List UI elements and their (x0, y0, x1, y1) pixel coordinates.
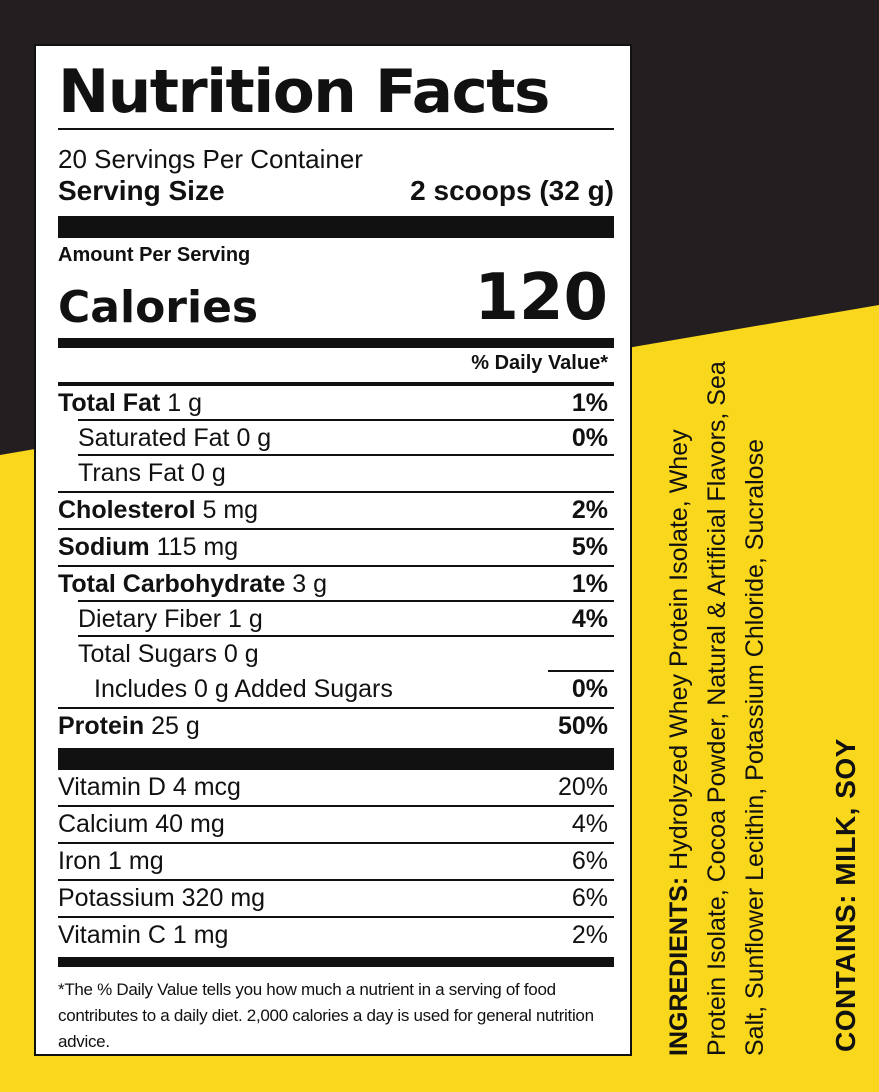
nutrient-dv: 0% (571, 424, 608, 452)
nutrient-dv: 2% (571, 496, 608, 524)
calories-value: 120 (474, 261, 608, 335)
vitamin-name: Vitamin C 1 mg (58, 921, 229, 949)
amount-per-serving: Amount Per Serving (58, 244, 251, 266)
nutrient-amount: 1 g (228, 605, 263, 633)
calories-label: Calories (58, 282, 259, 333)
vitamin-dv: 20% (557, 773, 608, 801)
nutrient-amount: 0 g (223, 640, 259, 668)
vitamin-name: Iron 1 mg (58, 847, 164, 875)
nutrient-dv: 4% (571, 605, 608, 633)
vitamins-divider (58, 748, 614, 770)
calories-divider (58, 338, 614, 348)
serving-size-value: 2 scoops (32 g) (410, 175, 614, 206)
serving-size-label: Serving Size (58, 175, 225, 206)
nutrient-amount: 0 g (191, 459, 226, 487)
nutrient-dv: 1% (571, 389, 608, 417)
nutrient-amount: 25 g (151, 712, 200, 740)
nutrient-name: Total Sugars (78, 640, 217, 668)
vitamin-row: Vitamin C 1 mg 2% (58, 916, 614, 953)
nutrient-amount: 1 g (167, 389, 203, 417)
ingredients-statement: INGREDIENTS: Hydrolyzed Whey Protein Iso… (660, 356, 774, 1056)
vitamin-dv: 2% (571, 921, 608, 949)
label-title: Nutrition Facts (58, 57, 550, 127)
nutrient-row: Total Carbohydrate 3 g 1% (58, 565, 614, 602)
daily-value-footnote: *The % Daily Value tells you how much a … (58, 980, 594, 1051)
vitamin-row: Calcium 40 mg 4% (58, 805, 614, 842)
nutrient-dv: 0% (571, 675, 608, 703)
nutrient-name: Total Carbohydrate (58, 570, 286, 598)
vitamin-name: Potassium 320 mg (58, 884, 266, 912)
nutrient-name: Dietary Fiber (78, 605, 222, 633)
footnote-divider (58, 957, 614, 967)
vitamin-name: Calcium 40 mg (58, 810, 225, 838)
nutrient-list: Total Fat 1 g 1% Saturated Fat 0 g 0% Tr… (58, 382, 614, 744)
vitamin-dv: 6% (571, 884, 608, 912)
nutrient-name: Saturated Fat (78, 424, 230, 452)
thick-divider (58, 216, 614, 238)
nutrient-row: Trans Fat 0 g (58, 454, 614, 491)
vitamin-row: Iron 1 mg 6% (58, 842, 614, 879)
nutrient-name: Includes 0 g Added Sugars (94, 675, 393, 703)
nutrient-dv: 1% (571, 570, 608, 598)
calories-row: Calories 120 (58, 266, 614, 338)
title-rule (58, 128, 614, 130)
nutrient-dv: 5% (571, 533, 608, 561)
vitamin-list: Vitamin D 4 mcg 20% Calcium 40 mg 4% Iro… (58, 770, 614, 953)
allergen-statement: CONTAINS: MILK, SOY (830, 738, 861, 1052)
nutrient-dv: 50% (557, 712, 608, 740)
nutrient-amount: 5 mg (202, 496, 259, 524)
nutrient-row: Cholesterol 5 mg 2% (58, 491, 614, 528)
nutrition-facts-label: Nutrition Facts 20 Servings Per Containe… (34, 44, 632, 1056)
nutrient-row: Total Sugars 0 g (58, 635, 614, 672)
serving-size-row: Serving Size 2 scoops (32 g) (58, 174, 614, 216)
nutrient-row: Total Fat 1 g 1% (58, 382, 614, 421)
nutrient-amount: 0 g (236, 424, 272, 452)
ingredients-label: INGREDIENTS: (665, 876, 693, 1056)
nutrient-name: Total Fat (58, 389, 161, 417)
vitamin-dv: 6% (571, 847, 608, 875)
nutrient-row: Sodium 115 mg 5% (58, 528, 614, 565)
nutrient-name: Cholesterol (58, 496, 196, 524)
nutrient-name: Protein (58, 712, 145, 740)
nutrient-amount: 3 g (292, 570, 328, 598)
vitamin-name: Vitamin D 4 mcg (58, 773, 241, 801)
nutrient-row: Dietary Fiber 1 g 4% (58, 600, 614, 637)
nutrient-name: Sodium (58, 533, 150, 561)
nutrient-amount: 115 mg (156, 533, 239, 561)
vitamin-dv: 4% (571, 810, 608, 838)
servings-per-container: 20 Servings Per Container (58, 144, 363, 174)
daily-value-header: % Daily Value* (471, 352, 608, 374)
vitamin-row: Vitamin D 4 mcg 20% (58, 770, 614, 805)
nutrient-row: Includes 0 g Added Sugars 0% (58, 670, 614, 707)
nutrient-name: Trans Fat (78, 459, 185, 487)
vitamin-row: Potassium 320 mg 6% (58, 879, 614, 916)
nutrient-row: Saturated Fat 0 g 0% (58, 419, 614, 456)
nutrient-row: Protein 25 g 50% (58, 707, 614, 744)
